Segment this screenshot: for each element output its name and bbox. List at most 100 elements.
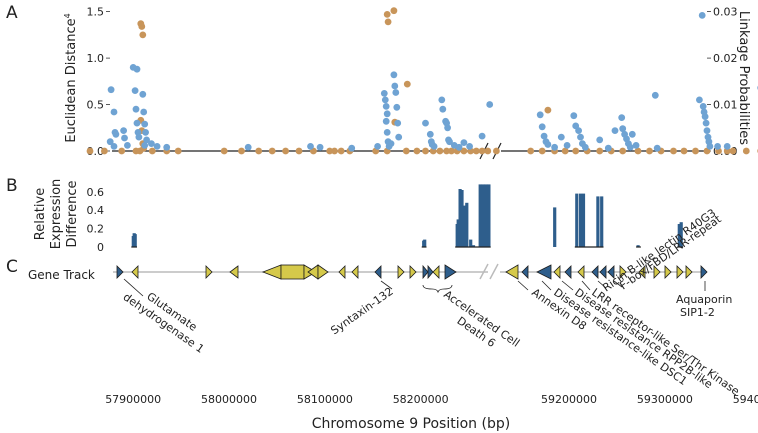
expression-bar bbox=[458, 189, 462, 247]
acd6-bracket bbox=[422, 284, 453, 294]
euclidean-point bbox=[628, 130, 636, 138]
euclidean-point bbox=[563, 142, 571, 149]
euclidean-point bbox=[390, 71, 398, 79]
linkage-point bbox=[478, 147, 486, 155]
linkage-point bbox=[436, 147, 444, 155]
linkage-point bbox=[692, 147, 699, 155]
euclidean-point bbox=[626, 143, 634, 151]
euclidean-point bbox=[444, 124, 451, 132]
panel-a-y-right-label: Linkage Probabilities bbox=[736, 11, 751, 145]
expression-bar bbox=[478, 184, 482, 247]
euclidean-point bbox=[381, 96, 389, 104]
gene-arrow bbox=[619, 265, 627, 279]
ricin-pointer bbox=[597, 280, 607, 289]
linkage-point bbox=[282, 147, 289, 155]
linkage-point bbox=[118, 147, 126, 155]
euclidean-point bbox=[575, 127, 582, 134]
euclidean-point bbox=[133, 65, 141, 73]
linkage-point bbox=[238, 147, 245, 155]
gene-arrow bbox=[521, 265, 529, 279]
euclidean-point bbox=[374, 143, 381, 150]
panel-a-right-axis-ticks: 0.000.010.020.03 bbox=[707, 6, 738, 158]
panel-b-tick-label: 0.6 bbox=[87, 186, 105, 199]
panel-b: B Relative Expression Difference 0 0.2 0.4… bbox=[6, 176, 684, 254]
euclidean-point bbox=[581, 143, 589, 151]
euclidean-point bbox=[577, 133, 584, 141]
linkage-point bbox=[619, 147, 627, 155]
euclidean-point bbox=[460, 139, 468, 147]
gene-arrow bbox=[229, 265, 239, 279]
panel-b-letter: B bbox=[6, 176, 18, 196]
linkage-point bbox=[646, 147, 653, 155]
x-tick-label: 59200000 bbox=[541, 393, 597, 406]
panel-c: C Gene Track bbox=[6, 206, 742, 398]
euclidean-point bbox=[133, 119, 141, 127]
linkage-point bbox=[443, 147, 450, 155]
label-syntaxin: Syntaxin-132 bbox=[328, 285, 395, 338]
expression-bar bbox=[133, 234, 137, 247]
linkage-point bbox=[572, 147, 580, 155]
euclidean-point bbox=[723, 143, 731, 150]
gene-arrow bbox=[116, 265, 124, 279]
panel-a-y-left-label-sup: 4 bbox=[63, 13, 72, 18]
panel-a-left-tick-label: 1.0 bbox=[87, 52, 105, 65]
panel-b-tick-label: 0 bbox=[97, 241, 104, 254]
euclidean-point bbox=[348, 144, 356, 152]
gene-arrow bbox=[317, 264, 329, 280]
euclidean-point bbox=[141, 142, 149, 149]
gene-arrow bbox=[638, 265, 646, 279]
panel-b-y-label-line2: Expression bbox=[49, 179, 64, 250]
euclidean-point bbox=[143, 136, 151, 144]
linkage-point bbox=[174, 147, 182, 155]
gene-arrow bbox=[261, 264, 282, 280]
euclidean-point bbox=[131, 87, 139, 94]
label-aquaporin-line2: SIP1-2 bbox=[680, 306, 715, 319]
euclidean-point bbox=[383, 110, 391, 118]
euclidean-point bbox=[486, 101, 494, 108]
gene-arrow bbox=[599, 265, 607, 279]
euclidean-point bbox=[112, 130, 120, 138]
linkage-point bbox=[538, 147, 546, 155]
panel-a-left-tick-label: 0.5 bbox=[87, 99, 105, 112]
gene-arrow bbox=[685, 265, 693, 279]
gene-arrow bbox=[374, 265, 382, 279]
glutamate-pointer bbox=[123, 278, 144, 297]
linkage-point bbox=[403, 80, 411, 88]
panel-b-tick-label: 0.4 bbox=[87, 204, 105, 217]
panel-c-letter: C bbox=[6, 257, 18, 277]
euclidean-point bbox=[701, 113, 709, 120]
euclidean-point bbox=[570, 112, 578, 120]
expression-bar bbox=[600, 196, 604, 247]
expression-bar bbox=[487, 184, 491, 247]
euclidean-point bbox=[106, 138, 114, 146]
rpp2b-pointer bbox=[561, 280, 574, 291]
euclidean-point bbox=[653, 144, 661, 152]
gene-arrow bbox=[553, 265, 561, 279]
euclidean-point bbox=[107, 86, 115, 94]
euclidean-point bbox=[142, 129, 150, 136]
euclidean-point bbox=[163, 143, 171, 151]
annexin-pointer bbox=[517, 280, 529, 291]
euclidean-point bbox=[148, 140, 155, 148]
gene-arrow bbox=[131, 265, 139, 279]
euclidean-point bbox=[618, 114, 626, 121]
euclidean-point bbox=[383, 129, 391, 136]
euclidean-point bbox=[439, 105, 447, 113]
expression-bar bbox=[581, 193, 586, 247]
linkage-point bbox=[295, 147, 303, 155]
expression-bar bbox=[484, 184, 488, 247]
euclidean-point bbox=[141, 120, 149, 128]
gene-arrow bbox=[653, 265, 661, 279]
euclidean-point bbox=[538, 123, 546, 131]
euclidean-point bbox=[702, 119, 710, 127]
panel-a-y-left-label: Euclidean Distance4 bbox=[63, 13, 79, 142]
panel-b-y-label-line1: Relative bbox=[33, 188, 48, 240]
gene-arrow bbox=[664, 265, 672, 279]
gene-arrow bbox=[427, 264, 434, 280]
linkage-point bbox=[220, 147, 228, 155]
linkage-point bbox=[680, 147, 688, 155]
euclidean-point bbox=[438, 96, 446, 104]
euclidean-point bbox=[307, 143, 314, 150]
euclidean-point bbox=[544, 141, 552, 148]
